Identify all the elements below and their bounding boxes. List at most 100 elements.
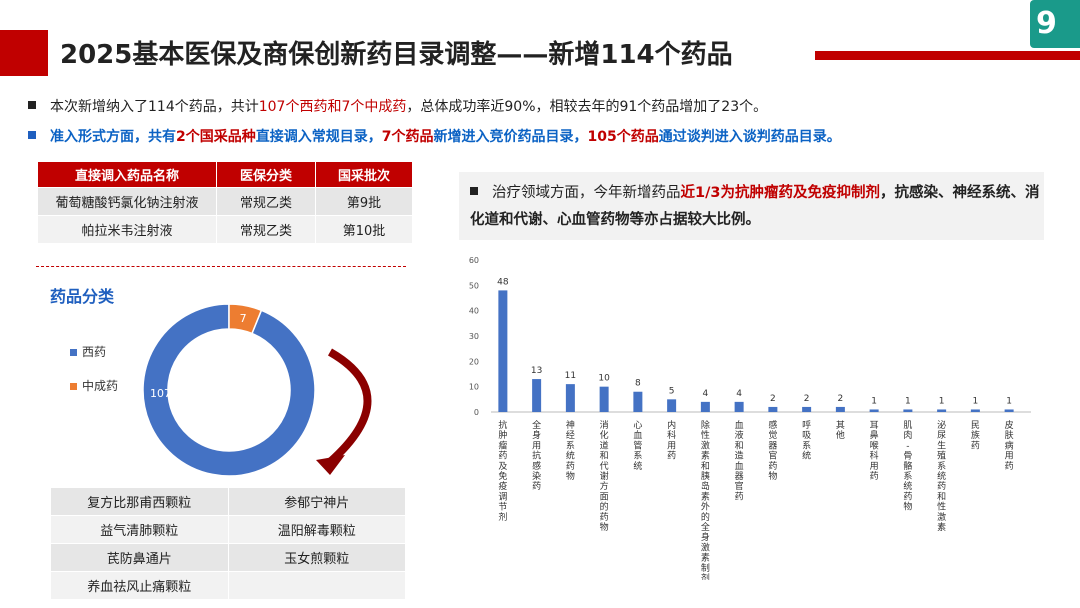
table-row: 复方比那甫西颗粒 参郁宁神片 (50, 487, 406, 516)
pie-slice-1 (228, 303, 263, 335)
y-tick-label: 30 (469, 332, 479, 341)
title-accent-bar (0, 30, 48, 76)
bar (869, 409, 879, 412)
x-tick-label: 其他 (836, 420, 845, 441)
curved-arrow-icon (327, 348, 372, 465)
x-tick-label: 泌尿生殖系统药和性激素 (937, 419, 946, 533)
x-tick-label: 消化道和代谢方面的药物 (600, 419, 609, 533)
table-cell: 帕拉米韦注射液 (37, 215, 217, 244)
table-cell: 第10批 (315, 215, 413, 244)
x-tick-label: 感觉器官药物 (768, 419, 777, 482)
bar (937, 409, 947, 412)
bar (498, 290, 508, 412)
y-tick-label: 40 (469, 307, 479, 316)
bar-data-label: 2 (804, 394, 810, 404)
y-tick-label: 60 (469, 256, 479, 265)
table-cell: 葡萄糖酸钙氯化钠注射液 (37, 187, 217, 216)
summary-bullet: 本次新增纳入了114个药品，共计107个西药和7个中成药，总体成功率近90%，相… (28, 96, 767, 116)
bar (667, 399, 677, 412)
legend-swatch (70, 383, 77, 390)
table-cell: 益气清肺颗粒 (50, 515, 229, 544)
x-tick-label: 全身用抗感染药 (532, 419, 541, 492)
bar-data-label: 2 (770, 394, 776, 404)
bar-data-label: 1 (973, 396, 979, 406)
legend-swatch (70, 349, 77, 356)
table-row: 芪防鼻通片 玉女煎颗粒 (50, 543, 406, 572)
x-tick-label: 呼吸系统 (802, 420, 811, 462)
x-tick-label: 民族药 (971, 420, 980, 451)
donut-slices: 107 7 (142, 303, 316, 477)
bullet-square-icon (470, 187, 478, 195)
direct-inclusion-table: 直接调入药品名称 医保分类 国采批次 葡萄糖酸钙氯化钠注射液 常规乙类 第9批 … (37, 161, 413, 244)
bar-data-label: 4 (736, 389, 742, 399)
bar-data-label: 10 (598, 374, 610, 384)
bar-y-axis: 0 10 20 30 40 50 60 (469, 256, 1031, 417)
bar (532, 379, 542, 412)
y-tick-label: 50 (469, 281, 479, 290)
tcm-drug-grid: 复方比那甫西颗粒 参郁宁神片 益气清肺颗粒 温阳解毒颗粒 芪防鼻通片 玉女煎颗粒 养血… (50, 487, 406, 600)
table-cell: 养血祛风止痛颗粒 (50, 571, 229, 600)
table-cell: 温阳解毒颗粒 (227, 515, 406, 544)
bar-data-label: 1 (939, 396, 945, 406)
y-tick-label: 20 (469, 357, 479, 366)
section-divider (36, 266, 406, 267)
table-cell: 参郁宁神片 (227, 487, 406, 516)
brand-logo-icon: 9 (1030, 0, 1080, 48)
bullet-square-icon (28, 131, 36, 139)
bar-data-label: 8 (635, 379, 641, 389)
bar-data-label: 4 (703, 389, 709, 399)
bar (835, 406, 845, 412)
legend-item-tcm: 中成药 (70, 377, 118, 394)
table-row: 养血祛风止痛颗粒 (50, 571, 406, 600)
x-tick-label: 皮肤病用药 (1005, 419, 1014, 472)
bar (970, 409, 980, 412)
therapy-text: 治疗领域方面，今年新增药品近1/3为抗肿瘤药及免疫抑制剂，抗感染、神经系统、消化… (470, 185, 1040, 228)
bar (802, 406, 812, 412)
bar-data-label: 1 (1006, 396, 1012, 406)
bar-series: 48抗肿瘤药及免疫调节剂13全身用抗感染药11神经系统药物10消化道和代谢方面的… (497, 277, 1013, 580)
table-header-row: 直接调入药品名称 医保分类 国采批次 (37, 161, 413, 188)
bullet-square-icon (28, 101, 36, 109)
table-header-cell: 国采批次 (315, 161, 413, 188)
y-tick-label: 0 (474, 408, 479, 417)
bar (768, 406, 778, 412)
bar-data-label: 48 (497, 277, 509, 287)
therapy-callout (459, 172, 1044, 240)
table-cell: 玉女煎颗粒 (227, 543, 406, 572)
title-underline-bar (815, 51, 1080, 60)
x-tick-label: 除性激素和胰岛素外的全身激素制剂 (701, 419, 710, 580)
x-tick-label: 心血管系统 (633, 420, 642, 472)
x-tick-label: 抗肿瘤药及免疫调节剂 (498, 419, 507, 523)
pie-data-label: 7 (240, 312, 247, 325)
bar (565, 384, 575, 412)
table-row: 葡萄糖酸钙氯化钠注射液 常规乙类 第9批 (37, 187, 413, 216)
bar (633, 391, 643, 412)
bar-data-label: 13 (531, 366, 542, 376)
table-header-cell: 医保分类 (216, 161, 316, 188)
bar (700, 401, 710, 412)
table-cell (227, 571, 406, 600)
page-title: 2025基本医保及商保创新药目录调整——新增114个药品 (60, 40, 733, 70)
table-cell: 复方比那甫西颗粒 (50, 487, 229, 516)
table-row: 益气清肺颗粒 温阳解毒颗粒 (50, 515, 406, 544)
x-tick-label: 神经系统药物 (566, 419, 575, 482)
pie-slice-0 (142, 303, 316, 477)
x-tick-label: 耳鼻喉科用药 (870, 420, 879, 482)
x-tick-label: 血液和造血器官药 (735, 419, 744, 502)
table-row: 帕拉米韦注射液 常规乙类 第10批 (37, 215, 413, 244)
pie-chart-title: 药品分类 (50, 287, 115, 306)
bar (599, 386, 609, 412)
table-header-cell: 直接调入药品名称 (37, 161, 217, 188)
x-tick-label: 内科用药 (667, 419, 676, 462)
legend-item-western: 西药 (70, 343, 106, 360)
pie-data-label: 107 (150, 387, 171, 400)
y-tick-label: 10 (469, 383, 479, 392)
bar-data-label: 11 (565, 371, 576, 381)
bar (1004, 409, 1014, 412)
table-cell: 芪防鼻通片 (50, 543, 229, 572)
bar (734, 401, 744, 412)
bar (903, 409, 913, 412)
x-tick-label: 肌肉-骨骼系统药物 (903, 420, 912, 513)
